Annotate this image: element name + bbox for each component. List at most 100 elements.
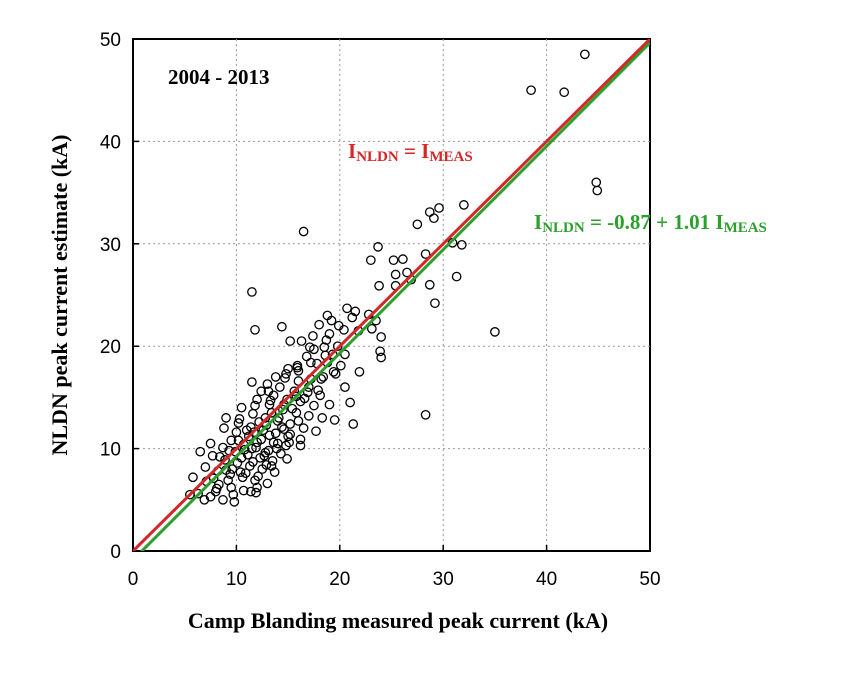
data-point [313, 385, 323, 396]
data-point [279, 424, 289, 434]
data-point [342, 303, 352, 314]
data-point [350, 306, 361, 317]
fit-lines [133, 39, 650, 551]
data-point [303, 410, 314, 421]
data-point [250, 324, 260, 335]
x-axis-title: Camp Blanding measured peak current (kA) [188, 608, 608, 633]
data-point [340, 382, 350, 393]
data-point [424, 279, 435, 290]
data-point [258, 425, 269, 436]
data-point [208, 473, 219, 484]
data-point [248, 457, 258, 467]
y-tick-label: 20 [100, 337, 121, 358]
data-point [207, 450, 218, 461]
green-line-label: INLDN = -0.87 + 1.01 IMEAS [534, 210, 767, 236]
data-point [264, 430, 275, 441]
y-tick-label: 0 [110, 542, 121, 563]
data-point [268, 437, 279, 448]
data-point [219, 423, 229, 433]
data-point [304, 342, 315, 353]
data-point [269, 467, 280, 478]
data-point [236, 402, 247, 413]
data-points [185, 49, 603, 507]
data-point [311, 426, 321, 437]
data-point [305, 357, 316, 368]
data-point [330, 368, 341, 379]
data-point [402, 267, 412, 278]
data-point [308, 331, 318, 341]
data-point [340, 349, 350, 360]
data-point [211, 483, 222, 494]
data-point [296, 336, 307, 346]
data-point [251, 487, 261, 498]
data-point [329, 415, 340, 425]
data-point [293, 416, 304, 426]
data-point [252, 437, 262, 448]
x-tick-label: 0 [128, 569, 139, 590]
data-point [250, 400, 260, 411]
data-point [247, 443, 257, 454]
data-point [256, 386, 267, 397]
data-point [265, 395, 276, 406]
data-point [292, 362, 303, 373]
data-point [228, 489, 239, 500]
identity-line [133, 39, 650, 551]
data-point [374, 280, 384, 291]
data-point [266, 407, 277, 418]
data-point [321, 335, 332, 345]
data-point [302, 387, 313, 398]
data-point [270, 372, 281, 382]
y-tick-label: 10 [100, 440, 121, 461]
data-point [295, 440, 306, 451]
data-point [263, 386, 274, 397]
data-point [298, 423, 309, 433]
data-point [328, 366, 339, 377]
data-point [239, 444, 250, 455]
data-point [367, 323, 377, 334]
data-point [559, 87, 570, 98]
data-point [266, 461, 277, 471]
x-tick-label: 20 [329, 569, 350, 590]
data-point [247, 287, 257, 297]
data-point [459, 200, 469, 210]
data-point [348, 419, 359, 429]
data-point [259, 450, 270, 461]
data-point [238, 485, 249, 496]
data-point [200, 462, 211, 472]
data-point [388, 255, 399, 266]
data-point [456, 239, 467, 250]
data-point [220, 455, 230, 465]
data-point [185, 489, 195, 500]
data-point [434, 203, 444, 213]
data-point [287, 403, 298, 414]
axis-ticks: 0 10 20 30 40 50 0 10 20 30 40 50 [100, 30, 661, 590]
data-point [218, 494, 228, 505]
y-tick-label: 50 [100, 30, 121, 51]
x-tick-label: 40 [536, 569, 557, 590]
data-point [223, 475, 233, 486]
data-point [247, 377, 257, 387]
data-point [205, 438, 216, 449]
data-point [490, 327, 500, 337]
data-point [283, 431, 293, 442]
x-tick-label: 10 [226, 569, 247, 590]
data-point [420, 409, 431, 420]
data-point [285, 419, 296, 429]
data-point [252, 394, 262, 405]
data-point [205, 491, 216, 502]
data-point [274, 382, 285, 393]
data-point [398, 254, 408, 265]
data-point [278, 404, 288, 415]
data-point [277, 422, 287, 432]
data-point [261, 460, 272, 470]
data-point [262, 478, 273, 489]
data-point [262, 379, 273, 389]
data-point [272, 438, 283, 449]
data-point [241, 425, 252, 436]
data-point [195, 446, 206, 457]
y-tick-label: 30 [100, 235, 121, 256]
data-point [295, 434, 306, 445]
data-point [347, 312, 358, 323]
data-point [271, 443, 282, 454]
data-point [280, 373, 290, 383]
